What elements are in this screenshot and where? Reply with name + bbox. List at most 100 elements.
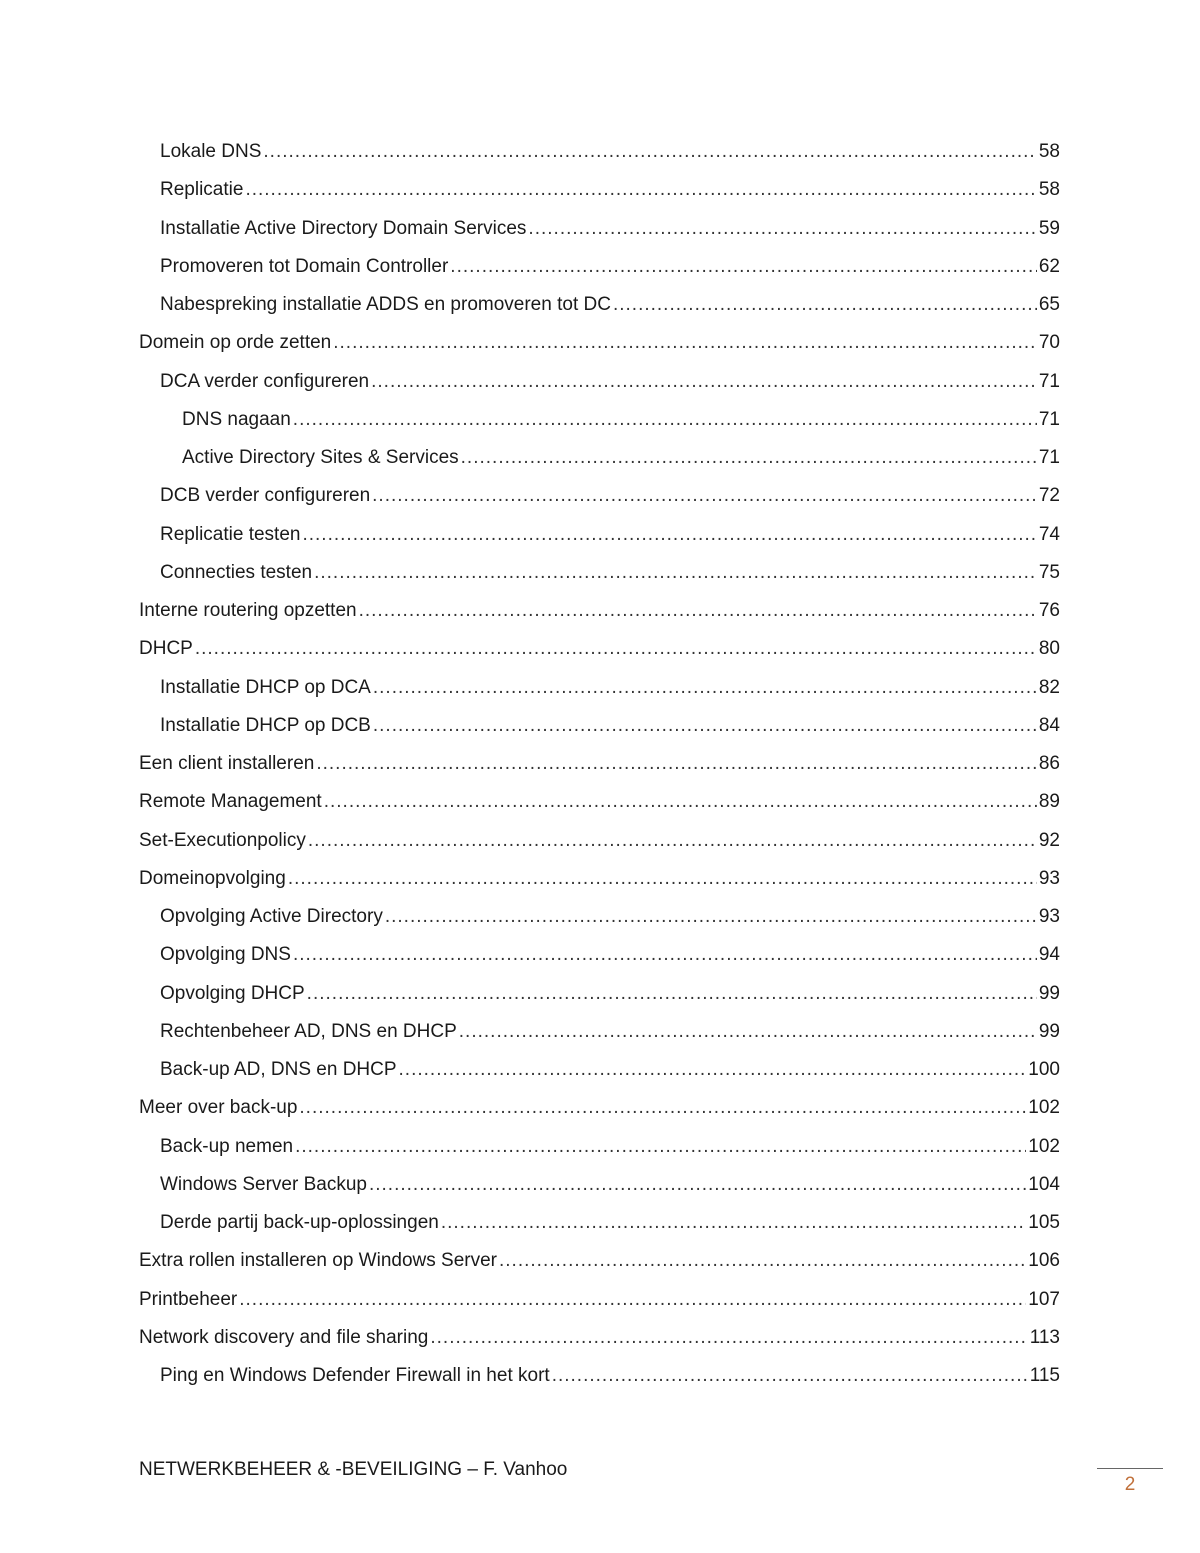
- toc-entry-title: Back-up nemen: [160, 1135, 294, 1157]
- dot-leader: [239, 1287, 1026, 1313]
- toc-entry-title: DHCP: [139, 638, 193, 660]
- toc-entry[interactable]: Installatie DHCP op DCB 84: [139, 713, 1060, 751]
- toc-entry[interactable]: Een client installeren 86: [139, 751, 1060, 789]
- toc-entry-page: 102: [1028, 1135, 1060, 1157]
- toc-entry-page: 75: [1038, 561, 1060, 583]
- toc-entry-page: 104: [1028, 1173, 1060, 1195]
- dot-leader: [372, 483, 1037, 509]
- toc-entry-title: Back-up AD, DNS en DHCP: [160, 1059, 397, 1080]
- toc-entry-page: 62: [1038, 255, 1060, 277]
- dot-leader: [430, 1325, 1027, 1351]
- dot-leader: [369, 1172, 1026, 1198]
- toc-entry-title: Ping en Windows Defender Firewall in het…: [160, 1365, 550, 1386]
- toc-entry-page: 76: [1038, 600, 1060, 621]
- toc-entry-page: 93: [1038, 906, 1060, 927]
- toc-entry-title: Opvolging DNS: [160, 944, 291, 966]
- toc-entry[interactable]: Installatie DHCP op DCA 82: [139, 675, 1060, 713]
- toc-entry[interactable]: Printbeheer 107: [139, 1287, 1060, 1325]
- dot-leader: [302, 522, 1036, 548]
- toc-entry-page: 107: [1028, 1288, 1060, 1310]
- toc-entry[interactable]: Connecties testen 75: [139, 560, 1060, 598]
- toc-entry[interactable]: Active Directory Sites & Services 71: [139, 445, 1060, 483]
- dot-leader: [499, 1248, 1026, 1274]
- toc-entry-page: 89: [1038, 791, 1060, 813]
- dot-leader: [295, 1134, 1026, 1160]
- toc-entry-page: 115: [1029, 1365, 1060, 1386]
- dot-leader: [371, 369, 1037, 395]
- toc-entry-page: 58: [1038, 179, 1060, 201]
- toc-entry-page: 59: [1038, 217, 1060, 239]
- toc-entry-title: Domeinopvolging: [139, 867, 286, 889]
- dot-leader: [288, 866, 1037, 892]
- footer-text: NETWERKBEHEER & -BEVEILIGING – F. Vanhoo: [139, 1459, 568, 1480]
- toc-entry[interactable]: Promoveren tot Domain Controller 62: [139, 254, 1060, 292]
- toc-entry[interactable]: Back-up nemen 102: [139, 1134, 1060, 1172]
- toc-entry-title: Nabespreking installatie ADDS en promove…: [160, 294, 611, 315]
- dot-leader: [528, 216, 1036, 242]
- toc-entry-title: Active Directory Sites & Services: [182, 447, 459, 468]
- toc-entry-page: 65: [1038, 294, 1060, 315]
- toc-entry-page: 84: [1038, 714, 1060, 736]
- toc-entry[interactable]: Installatie Active Directory Domain Serv…: [139, 216, 1060, 254]
- toc-entry-page: 99: [1038, 982, 1060, 1004]
- toc-entry[interactable]: Domein op orde zetten 70: [139, 330, 1060, 368]
- toc-entry[interactable]: Replicatie testen 74: [139, 522, 1060, 560]
- toc-entry[interactable]: Back-up AD, DNS en DHCP 100: [139, 1057, 1060, 1095]
- toc-entry-page: 113: [1029, 1326, 1060, 1348]
- toc-entry[interactable]: DCA verder configureren 71: [139, 369, 1060, 407]
- dot-leader: [316, 751, 1037, 777]
- toc-entry-page: 94: [1038, 944, 1060, 966]
- toc-entry-page: 71: [1038, 447, 1060, 468]
- toc-entry[interactable]: Set-Executionpolicy 92: [139, 828, 1060, 866]
- toc-entry[interactable]: Derde partij back-up-oplossingen 105: [139, 1210, 1060, 1248]
- toc-entry-page: 58: [1038, 141, 1060, 162]
- dot-leader: [552, 1363, 1028, 1389]
- toc-entry-title: Opvolging Active Directory: [160, 906, 383, 927]
- toc-entry[interactable]: Interne routering opzetten 76: [139, 598, 1060, 636]
- dot-leader: [373, 675, 1037, 701]
- toc-entry[interactable]: Replicatie 58: [139, 177, 1060, 215]
- toc-entry[interactable]: Extra rollen installeren op Windows Serv…: [139, 1248, 1060, 1286]
- toc-entry-page: 80: [1038, 638, 1060, 660]
- toc-entry[interactable]: DCB verder configureren 72: [139, 483, 1060, 521]
- toc-entry-page: 99: [1038, 1020, 1060, 1042]
- toc-entry[interactable]: Lokale DNS 58: [139, 139, 1060, 177]
- toc-entry[interactable]: Domeinopvolging 93: [139, 866, 1060, 904]
- toc-entry[interactable]: Nabespreking installatie ADDS en promove…: [139, 292, 1060, 330]
- dot-leader: [385, 904, 1037, 930]
- dot-leader: [359, 598, 1037, 624]
- dot-leader: [459, 1019, 1037, 1045]
- toc-entry[interactable]: Ping en Windows Defender Firewall in het…: [139, 1363, 1060, 1401]
- toc-entry-page: 71: [1038, 370, 1060, 392]
- toc-entry[interactable]: Meer over back-up 102: [139, 1095, 1060, 1133]
- dot-leader: [324, 789, 1037, 815]
- toc-entry-title: Een client installeren: [139, 753, 315, 774]
- toc-entry-title: Extra rollen installeren op Windows Serv…: [139, 1250, 497, 1272]
- dot-leader: [314, 560, 1037, 586]
- toc-entry[interactable]: Rechtenbeheer AD, DNS en DHCP 99: [139, 1019, 1060, 1057]
- toc-entry-title: Meer over back-up: [139, 1097, 298, 1119]
- dot-leader: [399, 1057, 1027, 1083]
- dot-leader: [333, 330, 1037, 356]
- toc-entry-title: Printbeheer: [139, 1288, 238, 1310]
- toc-entry-title: Lokale DNS: [160, 141, 262, 162]
- page-number: 2: [1124, 1474, 1136, 1495]
- dot-leader: [308, 828, 1037, 854]
- toc-entry[interactable]: Windows Server Backup 104: [139, 1172, 1060, 1210]
- toc-entry-title: Installatie Active Directory Domain Serv…: [160, 217, 527, 239]
- toc-entry[interactable]: Network discovery and file sharing 113: [139, 1325, 1060, 1363]
- dot-leader: [441, 1210, 1026, 1236]
- toc-entry-title: Connecties testen: [160, 561, 313, 583]
- dot-leader: [613, 292, 1037, 318]
- toc-entry-title: Promoveren tot Domain Controller: [160, 255, 449, 277]
- toc-entry-title: Replicatie: [160, 179, 244, 201]
- toc-entry[interactable]: DHCP 80: [139, 636, 1060, 674]
- toc-entry-title: Set-Executionpolicy: [139, 829, 306, 851]
- toc-entry[interactable]: DNS nagaan 71: [139, 407, 1060, 445]
- toc-entry[interactable]: Opvolging DNS 94: [139, 942, 1060, 980]
- toc-entry[interactable]: Opvolging Active Directory 93: [139, 904, 1060, 942]
- toc-entry[interactable]: Opvolging DHCP 99: [139, 981, 1060, 1019]
- dot-leader: [461, 445, 1037, 471]
- toc-entry[interactable]: Remote Management 89: [139, 789, 1060, 827]
- toc-entry-title: DCB verder configureren: [160, 485, 371, 507]
